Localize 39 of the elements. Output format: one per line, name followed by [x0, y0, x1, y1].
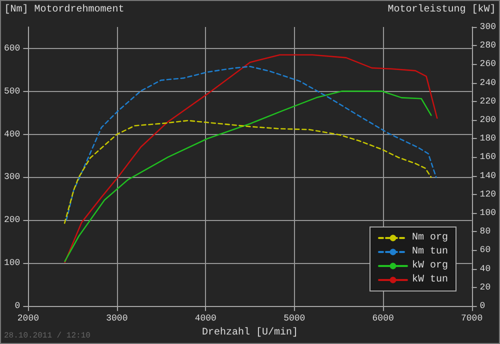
y-tick-label: 0: [14, 301, 20, 311]
x-tick-label: 5000: [284, 314, 306, 324]
y2-tick-label: 0: [480, 301, 486, 311]
y2-tick-label: 60: [480, 245, 491, 256]
y2-tick-label: 160: [480, 152, 496, 162]
legend-label: Nm org: [412, 232, 448, 244]
y-tick-label: 200: [4, 215, 20, 226]
legend-label: kW org: [412, 260, 448, 272]
y2-tick-label: 180: [480, 134, 496, 144]
y2-tick-label: 260: [480, 59, 496, 70]
x-tick-label: 3000: [106, 314, 128, 324]
text: 28.10.2011 / 12:10: [4, 332, 91, 340]
y2-tick-label: 240: [480, 78, 496, 88]
y2-tick-label: 100: [480, 208, 496, 218]
y2-tick-label: 200: [480, 115, 496, 125]
x-axis-title: Drehzahl [U/min]: [202, 326, 298, 338]
y2-tick-label: 120: [480, 189, 496, 200]
y2-tick-label: 220: [480, 96, 496, 106]
x-tick-label: 2000: [17, 314, 40, 324]
legend-label: Nm tun: [412, 246, 448, 258]
y-tick-label: 300: [4, 172, 20, 182]
y2-tick-label: 300: [480, 22, 496, 32]
y2-axis-title: Motorleistung [kW]: [388, 4, 496, 16]
line-series: [66, 66, 437, 221]
y2-tick-label: 140: [480, 170, 496, 181]
y2-tick-label: 80: [480, 226, 491, 237]
x-tick-label: 7000: [460, 314, 483, 324]
y-tick-label: 100: [4, 258, 20, 268]
legend-label: kW tun: [412, 274, 448, 286]
y-tick-label: 500: [4, 86, 20, 96]
y2-tick-label: 40: [480, 264, 491, 274]
y2-tick-label: 20: [480, 282, 491, 292]
x-tick-label: 6000: [372, 314, 394, 324]
y-axis-title: [Nm] Motordrehmoment: [4, 4, 124, 16]
y2-tick-label: 280: [480, 40, 496, 51]
x-tick-label: 4000: [194, 314, 216, 324]
y-tick-label: 600: [4, 43, 20, 54]
y-tick-label: 400: [4, 129, 20, 140]
line-series: [64, 120, 432, 224]
